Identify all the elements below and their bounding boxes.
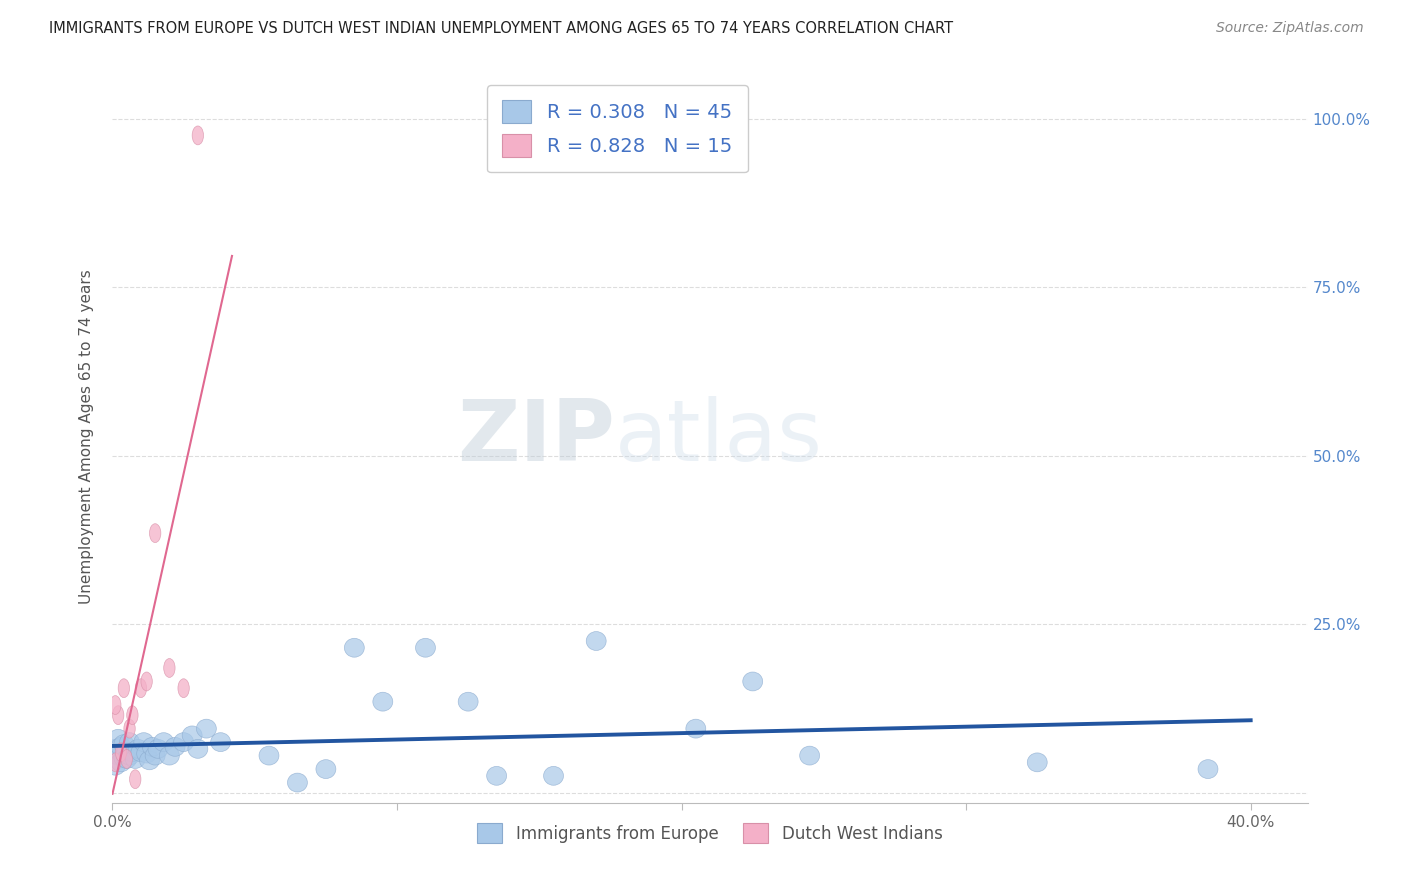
Ellipse shape: [163, 658, 176, 677]
Text: IMMIGRANTS FROM EUROPE VS DUTCH WEST INDIAN UNEMPLOYMENT AMONG AGES 65 TO 74 YEA: IMMIGRANTS FROM EUROPE VS DUTCH WEST IND…: [49, 21, 953, 36]
Ellipse shape: [142, 738, 162, 756]
Ellipse shape: [153, 732, 174, 752]
Ellipse shape: [115, 743, 127, 762]
Ellipse shape: [686, 719, 706, 738]
Ellipse shape: [486, 766, 506, 785]
Ellipse shape: [159, 747, 180, 765]
Ellipse shape: [586, 632, 606, 650]
Ellipse shape: [188, 739, 208, 758]
Ellipse shape: [111, 753, 131, 772]
Ellipse shape: [145, 747, 165, 765]
Ellipse shape: [134, 732, 153, 752]
Ellipse shape: [117, 749, 136, 768]
Ellipse shape: [111, 738, 131, 756]
Ellipse shape: [211, 732, 231, 752]
Ellipse shape: [114, 735, 134, 754]
Ellipse shape: [128, 739, 148, 758]
Text: Source: ZipAtlas.com: Source: ZipAtlas.com: [1216, 21, 1364, 35]
Ellipse shape: [800, 747, 820, 765]
Ellipse shape: [149, 524, 160, 542]
Ellipse shape: [136, 744, 156, 763]
Ellipse shape: [108, 730, 128, 748]
Ellipse shape: [120, 747, 139, 765]
Ellipse shape: [344, 639, 364, 657]
Ellipse shape: [544, 766, 564, 785]
Ellipse shape: [1028, 753, 1047, 772]
Ellipse shape: [110, 753, 121, 772]
Ellipse shape: [179, 679, 190, 698]
Ellipse shape: [118, 679, 129, 698]
Ellipse shape: [110, 696, 121, 714]
Text: ZIP: ZIP: [457, 395, 614, 479]
Ellipse shape: [105, 756, 125, 775]
Ellipse shape: [105, 739, 125, 758]
Ellipse shape: [174, 732, 194, 752]
Ellipse shape: [125, 749, 145, 768]
Ellipse shape: [139, 751, 159, 770]
Ellipse shape: [193, 126, 204, 145]
Ellipse shape: [197, 719, 217, 738]
Ellipse shape: [373, 692, 392, 711]
Text: atlas: atlas: [614, 395, 823, 479]
Ellipse shape: [458, 692, 478, 711]
Ellipse shape: [316, 760, 336, 779]
Ellipse shape: [183, 726, 202, 745]
Ellipse shape: [122, 743, 142, 762]
Ellipse shape: [148, 739, 167, 758]
Y-axis label: Unemployment Among Ages 65 to 74 years: Unemployment Among Ages 65 to 74 years: [79, 269, 94, 605]
Ellipse shape: [112, 706, 124, 724]
Ellipse shape: [129, 770, 141, 789]
Ellipse shape: [135, 679, 146, 698]
Ellipse shape: [127, 706, 138, 724]
Legend: Immigrants from Europe, Dutch West Indians: Immigrants from Europe, Dutch West India…: [471, 817, 949, 849]
Ellipse shape: [259, 747, 278, 765]
Ellipse shape: [120, 732, 139, 752]
Ellipse shape: [108, 747, 128, 765]
Ellipse shape: [131, 743, 150, 762]
Ellipse shape: [1198, 760, 1218, 779]
Ellipse shape: [416, 639, 436, 657]
Ellipse shape: [165, 738, 186, 756]
Ellipse shape: [117, 743, 136, 762]
Ellipse shape: [124, 719, 135, 738]
Ellipse shape: [141, 672, 152, 691]
Ellipse shape: [742, 672, 762, 691]
Ellipse shape: [114, 748, 134, 767]
Ellipse shape: [287, 773, 308, 792]
Ellipse shape: [121, 749, 132, 768]
